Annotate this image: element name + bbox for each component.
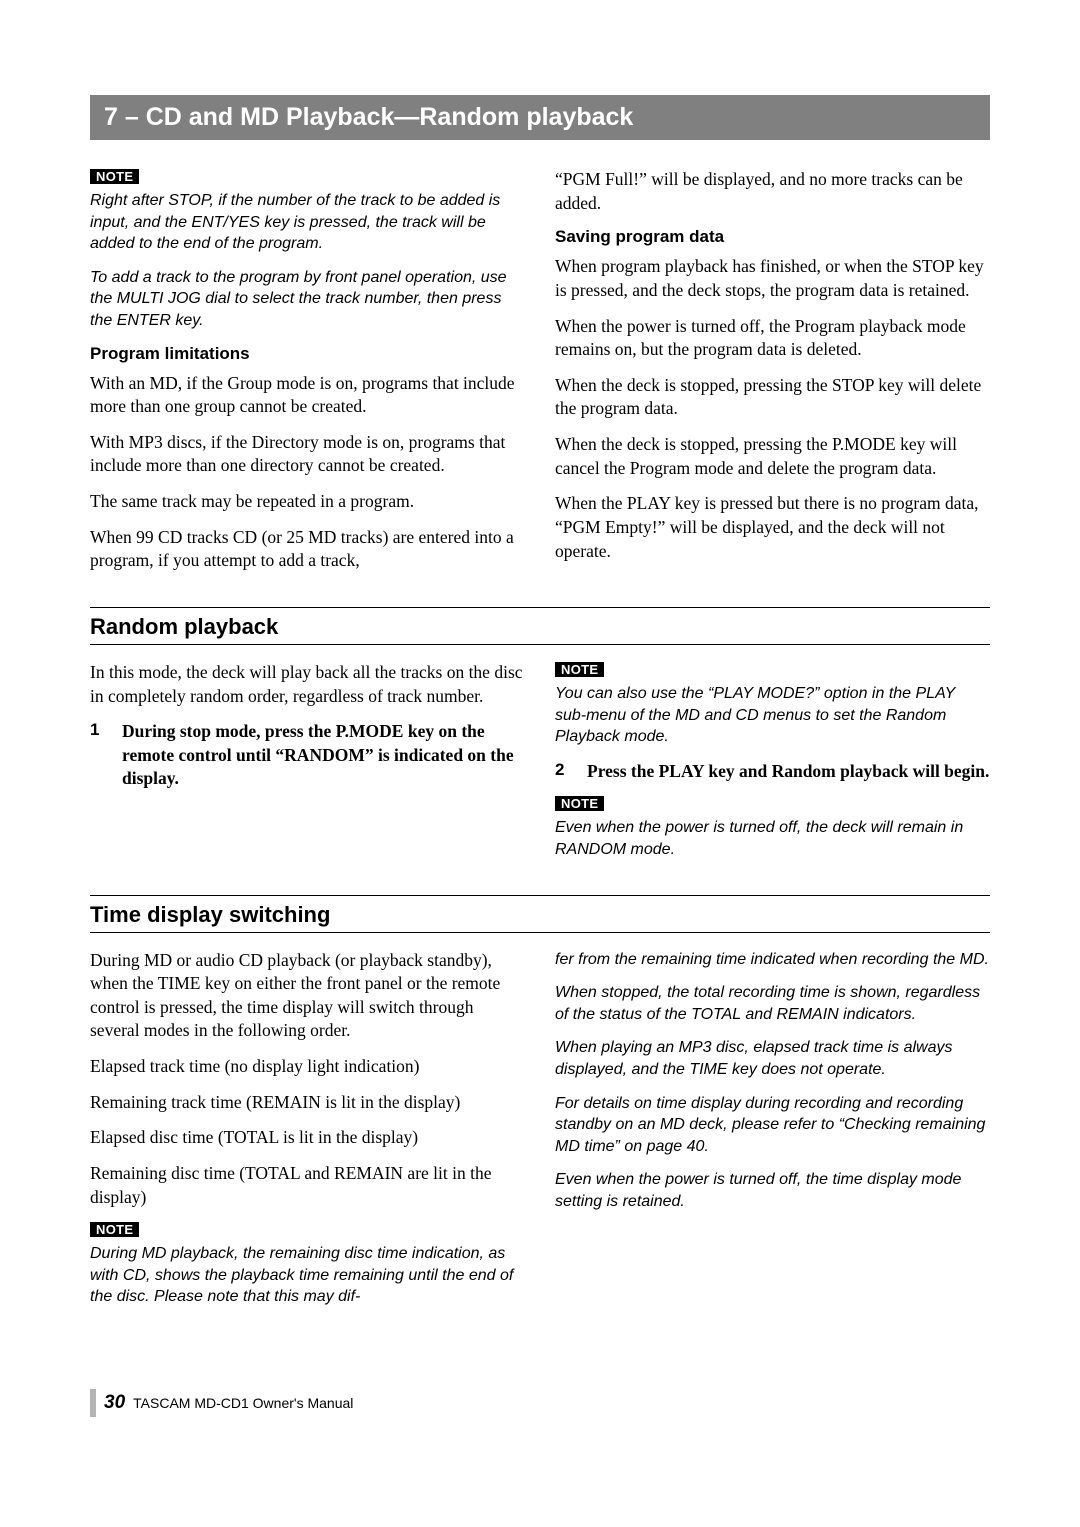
column-right: “PGM Full!” will be displayed, and no mo… — [555, 168, 990, 585]
section-heading: Random playback — [90, 608, 990, 645]
manual-name: TASCAM MD-CD1 Owner's Manual — [133, 1395, 353, 1411]
page-footer: 30 TASCAM MD-CD1 Owner's Manual — [90, 1389, 353, 1417]
body-paragraph: During MD or audio CD playback (or playb… — [90, 949, 525, 1044]
note-text: During MD playback, the remaining disc t… — [90, 1243, 525, 1308]
body-paragraph: With an MD, if the Group mode is on, pro… — [90, 372, 525, 419]
section-heading: Time display switching — [90, 896, 990, 933]
body-paragraph: When the deck is stopped, pressing the P… — [555, 433, 990, 480]
note-text: Even when the power is turned off, the t… — [555, 1169, 990, 1212]
note-text: Even when the power is turned off, the d… — [555, 817, 990, 860]
body-paragraph: Elapsed disc time (TOTAL is lit in the d… — [90, 1126, 525, 1150]
step-text: Press the PLAY key and Random playback w… — [587, 760, 989, 784]
body-paragraph: When the power is turned off, the Progra… — [555, 315, 990, 362]
page-number: 30 — [104, 1392, 125, 1414]
chapter-title-bar: 7 – CD and MD Playback—Random playback — [90, 95, 990, 140]
body-paragraph: With MP3 discs, if the Directory mode is… — [90, 431, 525, 478]
section-program: NOTE Right after STOP, if the number of … — [90, 168, 990, 585]
footer-accent-bar — [90, 1389, 96, 1417]
chapter-title: 7 – CD and MD Playback—Random playback — [104, 103, 633, 131]
note-label: NOTE — [555, 796, 604, 811]
step-number: 1 — [90, 720, 104, 791]
body-paragraph: When 99 CD tracks CD (or 25 MD tracks) a… — [90, 526, 525, 573]
column-left: In this mode, the deck will play back al… — [90, 661, 525, 873]
column-right: NOTE You can also use the “PLAY MODE?” o… — [555, 661, 990, 873]
note-text: For details on time display during recor… — [555, 1093, 990, 1158]
body-paragraph: The same track may be repeated in a prog… — [90, 490, 525, 514]
body-paragraph: When program playback has finished, or w… — [555, 255, 990, 302]
note-label: NOTE — [555, 662, 604, 677]
section-random: In this mode, the deck will play back al… — [90, 661, 990, 873]
body-paragraph: When the PLAY key is pressed but there i… — [555, 492, 990, 563]
body-paragraph: In this mode, the deck will play back al… — [90, 661, 525, 708]
step-item: 2 Press the PLAY key and Random playback… — [555, 760, 990, 784]
subheading: Saving program data — [555, 227, 990, 247]
note-label: NOTE — [90, 1222, 139, 1237]
section-time-display: During MD or audio CD playback (or playb… — [90, 949, 990, 1308]
note-text: To add a track to the program by front p… — [90, 267, 525, 332]
subheading: Program limitations — [90, 344, 525, 364]
note-label: NOTE — [90, 169, 139, 184]
step-item: 1 During stop mode, press the P.MODE key… — [90, 720, 525, 791]
note-text: When stopped, the total recording time i… — [555, 982, 990, 1025]
body-paragraph: “PGM Full!” will be displayed, and no mo… — [555, 168, 990, 215]
column-left: NOTE Right after STOP, if the number of … — [90, 168, 525, 585]
note-text: When playing an MP3 disc, elapsed track … — [555, 1037, 990, 1080]
body-paragraph: Elapsed track time (no display light ind… — [90, 1055, 525, 1079]
step-number: 2 — [555, 760, 569, 784]
body-paragraph: Remaining track time (REMAIN is lit in t… — [90, 1091, 525, 1115]
body-paragraph: Remaining disc time (TOTAL and REMAIN ar… — [90, 1162, 525, 1209]
page-content: 7 – CD and MD Playback—Random playback N… — [0, 0, 1080, 1358]
step-text: During stop mode, press the P.MODE key o… — [122, 720, 525, 791]
body-paragraph: When the deck is stopped, pressing the S… — [555, 374, 990, 421]
column-left: During MD or audio CD playback (or playb… — [90, 949, 525, 1308]
note-text: Right after STOP, if the number of the t… — [90, 190, 525, 255]
note-text: fer from the remaining time indicated wh… — [555, 949, 990, 971]
note-text: You can also use the “PLAY MODE?” option… — [555, 683, 990, 748]
column-right: fer from the remaining time indicated wh… — [555, 949, 990, 1308]
